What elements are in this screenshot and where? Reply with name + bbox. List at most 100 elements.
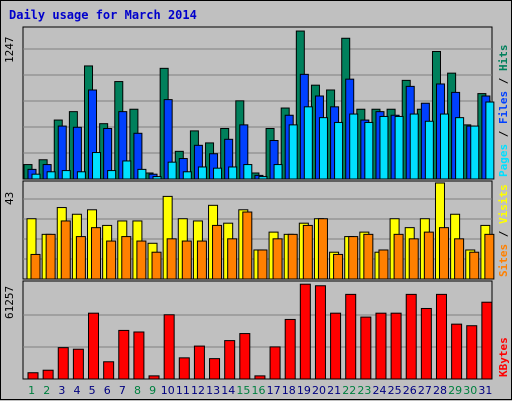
day-label: 26 bbox=[403, 384, 417, 397]
top-bar-pages bbox=[92, 152, 102, 180]
top-bar-pages bbox=[122, 160, 132, 180]
top-bar-pages bbox=[258, 176, 268, 180]
day-label: 21 bbox=[327, 384, 341, 397]
middle-bar-sites bbox=[363, 233, 374, 280]
top-bar-pages bbox=[288, 124, 298, 180]
top-bar-pages bbox=[424, 120, 434, 180]
top-bar-pages bbox=[213, 167, 223, 180]
day-label: 1 bbox=[28, 384, 35, 397]
bottom-bar-kbytes bbox=[209, 358, 221, 380]
middle-bar-sites bbox=[257, 249, 268, 280]
middle-bar-sites bbox=[272, 238, 283, 280]
bottom-bar-kbytes bbox=[330, 312, 342, 380]
middle-bar-sites bbox=[227, 238, 238, 280]
top-bar-pages bbox=[46, 171, 56, 180]
middle-bar-sites bbox=[166, 238, 177, 280]
middle-bar-sites bbox=[60, 220, 71, 280]
bottom-bar-kbytes bbox=[435, 293, 447, 380]
middle-bar-sites bbox=[302, 224, 313, 280]
bottom-bar-kbytes bbox=[420, 307, 432, 380]
middle-bar-sites bbox=[333, 253, 344, 280]
middle-bar-sites bbox=[287, 233, 298, 280]
day-label: 4 bbox=[73, 384, 80, 397]
bottom-bar-kbytes bbox=[133, 331, 145, 380]
middle-bar-sites bbox=[91, 227, 102, 280]
top-bar-pages bbox=[31, 173, 41, 180]
bottom-bar-kbytes bbox=[27, 372, 39, 380]
day-label: 28 bbox=[433, 384, 447, 397]
bottom-bar-kbytes bbox=[103, 361, 115, 380]
middle-bar-sites bbox=[196, 240, 207, 280]
top-bar-pages bbox=[349, 113, 359, 180]
day-label: 23 bbox=[357, 384, 371, 397]
day-label: 29 bbox=[448, 384, 462, 397]
day-label: 9 bbox=[149, 384, 156, 397]
middle-bar-sites bbox=[121, 236, 132, 280]
top-bar-pages bbox=[379, 115, 389, 180]
middle-bar-sites bbox=[317, 218, 328, 280]
bottom-bar-kbytes bbox=[466, 325, 478, 380]
top-bar-pages bbox=[167, 161, 177, 180]
bottom-bar-kbytes bbox=[345, 293, 357, 380]
day-label: 22 bbox=[342, 384, 356, 397]
bottom-bar-kbytes bbox=[254, 375, 266, 380]
day-label: 24 bbox=[373, 384, 387, 397]
middle-bar-sites bbox=[136, 240, 147, 280]
day-label: 8 bbox=[134, 384, 141, 397]
top-bar-pages bbox=[439, 113, 449, 180]
top-bar-pages bbox=[394, 115, 404, 180]
top-bar-pages bbox=[228, 166, 238, 180]
top-bar-pages bbox=[137, 168, 147, 180]
middle-bar-sites bbox=[45, 233, 56, 280]
day-label: 18 bbox=[282, 384, 296, 397]
middle-bar-sites bbox=[151, 251, 162, 280]
bottom-bar-kbytes bbox=[193, 345, 205, 380]
middle-bar-sites bbox=[484, 233, 495, 280]
bottom-bar-kbytes bbox=[375, 312, 387, 380]
top-bar-pages bbox=[455, 117, 465, 180]
day-label: 20 bbox=[312, 384, 326, 397]
middle-bar-sites bbox=[393, 233, 404, 280]
top-bar-pages bbox=[409, 113, 419, 180]
day-label: 25 bbox=[388, 384, 402, 397]
top-bar-pages bbox=[485, 101, 495, 180]
top-bar-pages bbox=[107, 170, 117, 180]
top-bar-pages bbox=[182, 171, 192, 180]
day-label: 16 bbox=[252, 384, 266, 397]
bottom-bar-kbytes bbox=[269, 346, 281, 380]
middle-bar-sites bbox=[30, 253, 41, 280]
top-bar-pages bbox=[243, 164, 253, 180]
bottom-bar-kbytes bbox=[299, 283, 311, 380]
middle-bar-sites bbox=[75, 236, 86, 280]
middle-bar-sites bbox=[106, 240, 117, 280]
day-label: 3 bbox=[58, 384, 65, 397]
bottom-bar-kbytes bbox=[284, 318, 296, 380]
day-label: 31 bbox=[478, 384, 492, 397]
bottom-bar-kbytes bbox=[481, 301, 493, 380]
day-label: 5 bbox=[89, 384, 96, 397]
day-label: 2 bbox=[43, 384, 50, 397]
middle-bar-sites bbox=[408, 238, 419, 280]
legend-hits: Hits bbox=[497, 44, 510, 72]
day-label: 27 bbox=[418, 384, 432, 397]
middle-bar-sites bbox=[181, 240, 192, 280]
middle-bar-sites bbox=[348, 236, 359, 280]
middle-bar-sites bbox=[242, 211, 253, 280]
day-label: 7 bbox=[119, 384, 126, 397]
top-bar-pages bbox=[61, 170, 71, 180]
bottom-bar-kbytes bbox=[314, 285, 326, 380]
bottom-bar-kbytes bbox=[148, 375, 160, 380]
bottom-bar-kbytes bbox=[72, 348, 84, 380]
bottom-bar-kbytes bbox=[57, 347, 69, 380]
top-bar-pages bbox=[197, 166, 207, 180]
middle-bar-sites bbox=[454, 238, 465, 280]
middle-bar-sites bbox=[378, 249, 389, 280]
day-label: 11 bbox=[176, 384, 190, 397]
legend-sep-1: / bbox=[497, 124, 510, 144]
day-label: 6 bbox=[104, 384, 111, 397]
legend-sites: Sites bbox=[497, 243, 510, 277]
bottom-bar-kbytes bbox=[178, 357, 190, 380]
top-bar-pages bbox=[318, 117, 328, 180]
